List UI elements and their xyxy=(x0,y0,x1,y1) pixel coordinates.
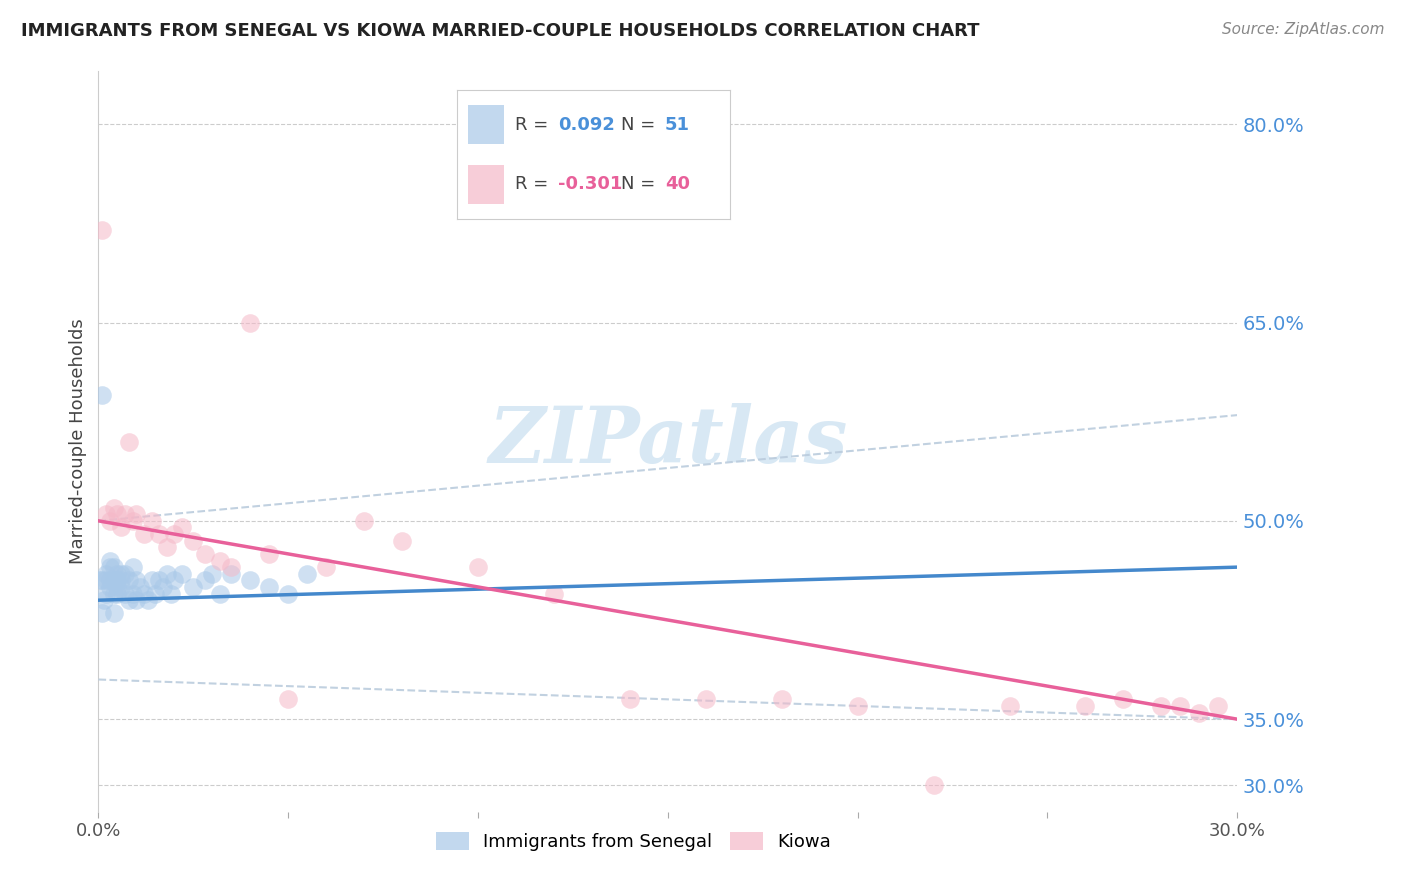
Point xyxy=(194,574,217,588)
Point xyxy=(98,574,121,588)
Point xyxy=(391,533,413,548)
Point xyxy=(922,778,945,792)
Point xyxy=(239,574,262,588)
Point xyxy=(221,560,243,574)
Point xyxy=(163,574,186,588)
Point xyxy=(315,560,337,574)
Point xyxy=(163,527,186,541)
Point xyxy=(121,586,143,600)
Point xyxy=(297,566,319,581)
Point xyxy=(91,388,114,402)
Point xyxy=(103,586,125,600)
Point xyxy=(136,593,159,607)
Point xyxy=(107,508,129,522)
Point xyxy=(619,692,641,706)
Point xyxy=(183,533,205,548)
Point xyxy=(221,566,243,581)
Point xyxy=(107,580,129,594)
Point xyxy=(194,547,217,561)
Point xyxy=(98,553,121,567)
Point xyxy=(107,574,129,588)
Point xyxy=(132,527,155,541)
Legend: Immigrants from Senegal, Kiowa: Immigrants from Senegal, Kiowa xyxy=(429,824,838,858)
Point xyxy=(1074,698,1097,713)
Point xyxy=(259,580,281,594)
Point xyxy=(148,527,170,541)
Point xyxy=(132,586,155,600)
Point xyxy=(239,316,262,330)
Point xyxy=(121,514,143,528)
Point xyxy=(148,574,170,588)
Y-axis label: Married-couple Households: Married-couple Households xyxy=(69,318,87,565)
Point xyxy=(170,566,193,581)
Point xyxy=(125,574,148,588)
Point xyxy=(114,586,136,600)
Point xyxy=(118,434,141,449)
Point xyxy=(103,560,125,574)
Point xyxy=(145,586,167,600)
Point xyxy=(183,580,205,594)
Point xyxy=(118,574,141,588)
Point xyxy=(141,574,163,588)
Point xyxy=(695,692,717,706)
Point xyxy=(98,514,121,528)
Point xyxy=(110,580,132,594)
Point xyxy=(118,593,141,607)
Point xyxy=(156,541,179,555)
Point xyxy=(543,586,565,600)
Point xyxy=(208,586,231,600)
Point xyxy=(93,593,115,607)
Point xyxy=(89,574,111,588)
Point xyxy=(121,560,143,574)
Point xyxy=(107,566,129,581)
Point xyxy=(110,520,132,534)
Point xyxy=(94,574,117,588)
Point xyxy=(91,607,114,621)
Point xyxy=(467,560,489,574)
Point xyxy=(141,514,163,528)
Point xyxy=(103,574,125,588)
Point xyxy=(103,607,125,621)
Point xyxy=(107,586,129,600)
Point xyxy=(125,593,148,607)
Point xyxy=(125,508,148,522)
Point xyxy=(98,560,121,574)
Point xyxy=(114,566,136,581)
Point xyxy=(1188,706,1211,720)
Point xyxy=(110,566,132,581)
Text: Source: ZipAtlas.com: Source: ZipAtlas.com xyxy=(1222,22,1385,37)
Point xyxy=(156,566,179,581)
Point xyxy=(103,500,125,515)
Point xyxy=(998,698,1021,713)
Point xyxy=(110,574,132,588)
Point xyxy=(159,586,181,600)
Point xyxy=(201,566,224,581)
Point xyxy=(1150,698,1173,713)
Point xyxy=(277,692,299,706)
Point xyxy=(846,698,869,713)
Point xyxy=(91,223,114,237)
Point xyxy=(1112,692,1135,706)
Point xyxy=(98,580,121,594)
Point xyxy=(353,514,375,528)
Point xyxy=(170,520,193,534)
Text: IMMIGRANTS FROM SENEGAL VS KIOWA MARRIED-COUPLE HOUSEHOLDS CORRELATION CHART: IMMIGRANTS FROM SENEGAL VS KIOWA MARRIED… xyxy=(21,22,980,40)
Point xyxy=(1208,698,1230,713)
Point xyxy=(1170,698,1192,713)
Point xyxy=(114,508,136,522)
Point xyxy=(94,508,117,522)
Point xyxy=(94,566,117,581)
Text: ZIPatlas: ZIPatlas xyxy=(488,403,848,480)
Point xyxy=(152,580,174,594)
Point xyxy=(94,586,117,600)
Point xyxy=(770,692,793,706)
Point xyxy=(208,553,231,567)
Point xyxy=(277,586,299,600)
Point xyxy=(259,547,281,561)
Point xyxy=(129,580,152,594)
Point xyxy=(91,574,114,588)
